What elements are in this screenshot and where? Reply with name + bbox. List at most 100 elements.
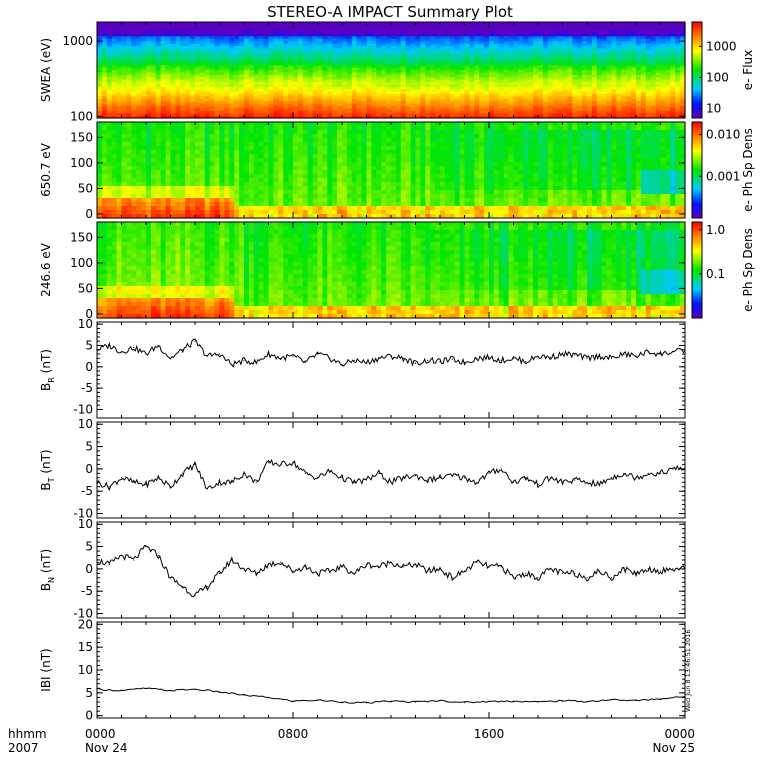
heatmap-cell [479,26,485,30]
heatmap-cell [611,84,617,88]
heatmap-cell [351,101,358,105]
heatmap-cell [655,29,662,33]
heatmap-cell [538,91,544,95]
heatmap-cell [444,98,451,102]
heatmap-cell [366,60,372,64]
heatmap-cell [523,108,529,112]
heatmap-cell [297,48,304,52]
heatmap-cell [523,48,529,52]
heatmap-cell [440,108,446,112]
heatmap-cell [435,96,441,100]
heatmap-cell [214,65,221,69]
heatmap-cell [459,29,466,33]
heatmap-cell [199,62,206,66]
heatmap-cell [327,84,333,88]
heatmap-cell [670,53,676,57]
heatmap-cell [523,46,529,49]
heatmap-cell [288,84,294,88]
heatmap-cell [351,115,358,119]
heatmap-cell [538,82,544,85]
heatmap-cell [484,110,490,114]
heatmap-cell [155,96,162,100]
heatmap-cell [361,86,368,90]
heatmap-cell [322,82,328,85]
heatmap-cell [342,26,348,30]
heatmap-cell [219,74,225,78]
heatmap-cell [670,108,676,112]
heatmap-cell [582,22,588,25]
heatmap-cell [611,29,617,33]
heatmap-cell [101,82,108,85]
heatmap-cell [665,26,671,30]
heatmap-cell [626,41,632,45]
heatmap-cell [435,74,441,78]
heatmap-cell [533,72,539,76]
heatmap-cell [533,82,539,85]
heatmap-cell [405,86,412,90]
heatmap-cell [631,58,637,61]
heatmap-cell [224,53,230,57]
heatmap-cell [268,108,274,112]
heatmap-cell [97,82,103,85]
heatmap-cell [195,74,201,78]
heatmap-cell [258,43,265,47]
heatmap-cell [155,24,162,28]
heatmap-cell [322,79,328,83]
heatmap-cell [503,108,510,112]
heatmap-cell [533,62,539,66]
heatmap-cell [244,98,250,102]
heatmap-cell [533,43,539,47]
heatmap-cell [111,146,118,151]
heatmap-cell [538,108,544,112]
heatmap-cell [302,98,309,102]
heatmap-cell [312,106,319,109]
heatmap-cell [180,50,186,54]
heatmap-cell [547,53,554,57]
heatmap-cell [312,50,319,54]
heatmap-cell [665,41,671,45]
heatmap-cell [327,22,333,25]
heatmap-cell [302,96,309,100]
heatmap-cell [101,101,108,105]
heatmap-cell [97,146,103,151]
heatmap-cell [312,110,319,114]
heatmap-cell [484,41,490,45]
heatmap-cell [150,86,157,90]
heatmap-cell [317,50,323,54]
heatmap-cell [538,70,544,73]
heatmap-cell [297,115,304,119]
heatmap-cell [101,122,108,127]
heatmap-cell [533,26,539,30]
heatmap-cell [283,65,289,69]
heatmap-cell [469,113,475,117]
heatmap-cell [631,79,637,83]
heatmap-cell [337,96,343,100]
heatmap-cell [180,70,186,73]
heatmap-cell [229,89,235,93]
heatmap-cell [508,79,515,83]
heatmap-cell [449,98,456,102]
heatmap-cell [425,113,431,117]
heatmap-cell [498,108,505,112]
heatmap-cell [538,72,544,76]
heatmap-cell [430,98,436,102]
heatmap-cell [150,113,157,117]
heatmap-cell [631,38,637,42]
heatmap-cell [312,94,319,97]
heatmap-cell [97,34,103,37]
heatmap-cell [342,96,348,100]
heatmap-cell [606,72,613,76]
heatmap-cell [327,26,333,30]
heatmap-cell [278,72,284,76]
heatmap-cell [337,84,343,88]
heatmap-cell [670,26,676,30]
heatmap-cell [631,65,637,69]
heatmap-cell [337,103,343,107]
heatmap-cell [248,34,255,37]
heatmap-cell [596,60,603,64]
heatmap-cell [640,22,647,25]
heatmap-cell [268,22,274,25]
heatmap-cell [185,70,191,73]
heatmap-cell [116,50,123,54]
heatmap-cell [572,91,578,95]
